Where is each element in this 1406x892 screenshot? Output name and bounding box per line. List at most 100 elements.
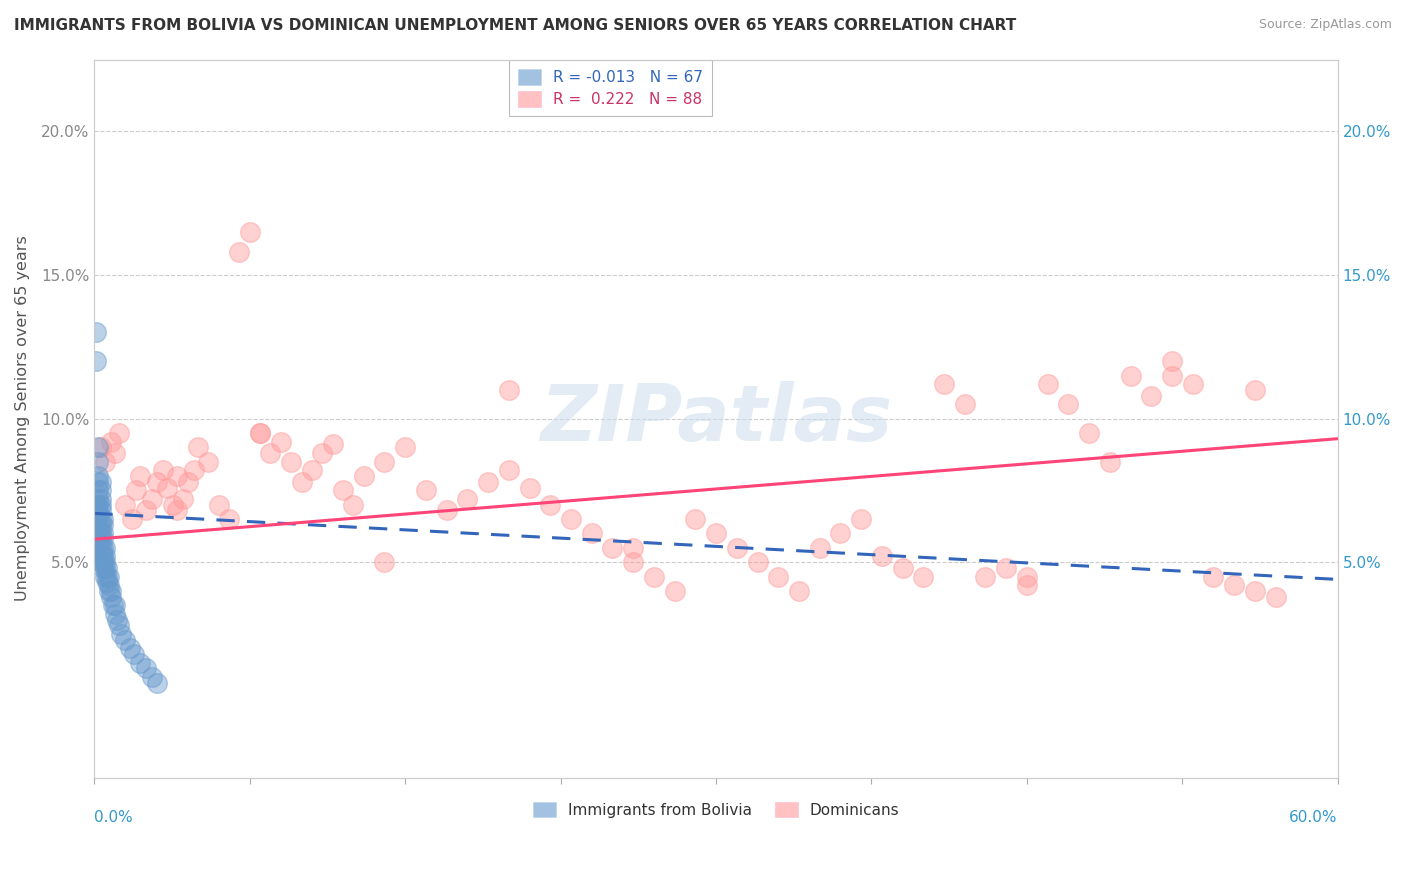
Point [1244,583,1267,598]
Point [1119,368,1142,383]
Point [932,377,955,392]
Point [100,590,122,604]
Text: 0.0%: 0.0% [94,810,134,825]
Text: ZIPatlas: ZIPatlas [540,381,893,457]
Point [114,632,136,647]
Point [91,512,114,526]
Point [436,503,458,517]
Point [125,483,148,498]
Point [86,354,108,368]
Point [87,526,110,541]
Point [870,549,893,564]
Point [104,446,127,460]
Point [97,583,120,598]
Point [166,503,188,517]
Point [91,532,114,546]
Point [415,483,437,498]
Point [1202,569,1225,583]
Point [1078,425,1101,440]
Point [90,475,112,489]
Point [353,469,375,483]
Point [118,641,141,656]
Point [91,561,114,575]
Point [685,512,707,526]
Point [259,446,281,460]
Point [621,555,644,569]
Point [91,541,114,555]
Point [394,440,416,454]
Point [100,434,122,449]
Y-axis label: Unemployment Among Seniors over 65 years: Unemployment Among Seniors over 65 years [15,235,30,601]
Point [187,440,209,454]
Point [86,326,108,340]
Point [104,599,127,613]
Point [141,670,163,684]
Point [87,483,110,498]
Point [87,440,110,454]
Point [768,569,790,583]
Point [93,549,115,564]
Point [519,481,541,495]
Point [162,498,184,512]
Point [86,541,108,555]
Point [342,498,364,512]
Point [87,469,110,483]
Point [90,555,112,569]
Point [90,526,112,541]
Point [96,561,118,575]
Point [93,569,115,583]
Point [239,225,262,239]
Point [218,512,240,526]
Point [145,675,167,690]
Point [135,661,157,675]
Point [891,561,914,575]
Point [156,481,179,495]
Point [96,569,118,583]
Point [1161,354,1184,368]
Point [301,463,323,477]
Point [108,425,131,440]
Point [87,503,110,517]
Point [93,455,115,469]
Point [704,526,727,541]
Point [90,512,112,526]
Text: 60.0%: 60.0% [1289,810,1337,825]
Point [1057,397,1080,411]
Point [725,541,748,555]
Point [830,526,852,541]
Point [101,599,124,613]
Point [87,491,110,506]
Point [90,549,112,564]
Point [121,512,143,526]
Point [135,503,157,517]
Point [197,455,219,469]
Point [90,503,112,517]
Point [311,446,333,460]
Point [96,575,118,590]
Point [97,578,120,592]
Point [1223,578,1246,592]
Point [498,463,520,477]
Point [373,455,395,469]
Point [290,475,312,489]
Point [621,541,644,555]
Point [87,455,110,469]
Point [90,483,112,498]
Point [373,555,395,569]
Point [332,483,354,498]
Point [228,245,250,260]
Point [538,498,561,512]
Point [1161,368,1184,383]
Point [90,532,112,546]
Point [87,512,110,526]
Point [145,475,167,489]
Point [129,469,152,483]
Legend: Immigrants from Bolivia, Dominicans: Immigrants from Bolivia, Dominicans [526,796,905,824]
Point [93,541,115,555]
Point [110,627,132,641]
Point [183,463,205,477]
Point [172,491,194,506]
Point [141,491,163,506]
Point [322,437,344,451]
Text: Source: ZipAtlas.com: Source: ZipAtlas.com [1258,18,1392,31]
